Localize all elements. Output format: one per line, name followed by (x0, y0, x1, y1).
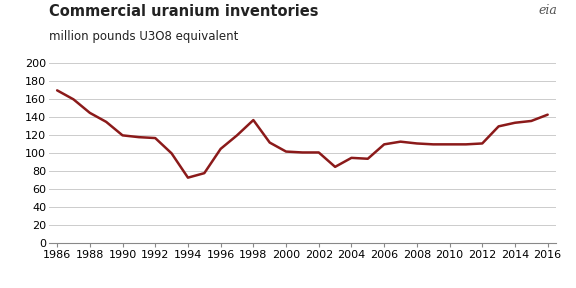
Text: eia: eia (539, 4, 558, 17)
Text: Commercial uranium inventories: Commercial uranium inventories (49, 4, 319, 19)
Text: million pounds U3O8 equivalent: million pounds U3O8 equivalent (49, 30, 238, 43)
